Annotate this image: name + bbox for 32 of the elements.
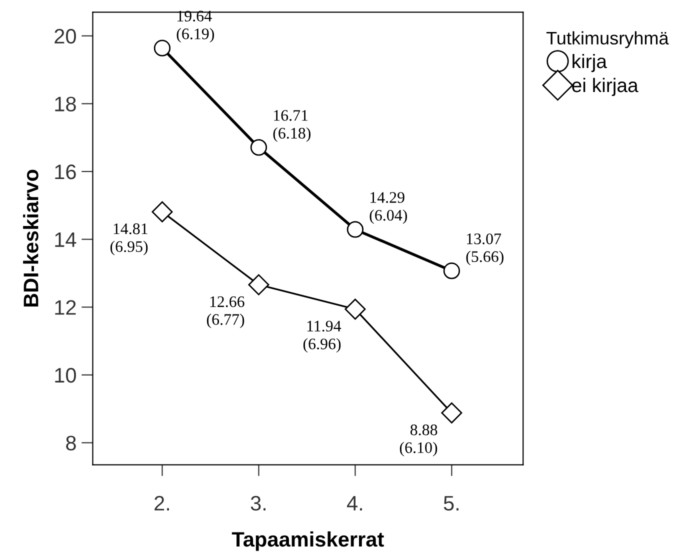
y-tick-label: 20 — [54, 28, 76, 44]
data-label: 19.64 (6.19) — [176, 10, 214, 43]
x-axis-title: Tapaamiskerrat — [232, 531, 384, 551]
point — [344, 298, 366, 320]
point — [152, 201, 173, 222]
legend-title: Tutkimusryhmä — [546, 31, 669, 48]
point — [248, 274, 270, 296]
data-label: 14.81 (6.95) — [110, 223, 148, 256]
y-tick-label: 18 — [55, 96, 76, 112]
data-label: 11.94 (6.96) — [303, 320, 342, 353]
y-tick-label: 14 — [55, 232, 76, 247]
legend-label: ei kirjaa — [572, 78, 638, 96]
data-label: 8.88 (6.10) — [400, 424, 438, 456]
point — [443, 262, 460, 280]
point — [154, 40, 171, 56]
data-label: 13.07 (5.66) — [466, 233, 504, 266]
x-tick-label: 5. — [444, 496, 458, 511]
point — [441, 402, 462, 424]
x-tick-label: 3. — [250, 496, 266, 511]
data-label: 16.71 (6.18) — [273, 110, 310, 142]
x-tick-label: 2. — [154, 496, 170, 510]
data-label: 12.66 (6.77) — [206, 296, 244, 328]
legend-label: kirja — [572, 54, 607, 72]
data-label: 14.29 (6.04) — [370, 192, 407, 224]
y-tick-label: 10 — [55, 368, 76, 383]
point — [346, 221, 364, 238]
point — [250, 139, 268, 156]
x-tick-label: 4. — [346, 496, 362, 510]
y-tick-label: 8 — [66, 436, 76, 450]
y-tick-label: 16 — [55, 164, 76, 180]
y-axis-title: BDI-keskiarvo — [23, 170, 38, 307]
y-tick-label: 12 — [55, 300, 76, 315]
